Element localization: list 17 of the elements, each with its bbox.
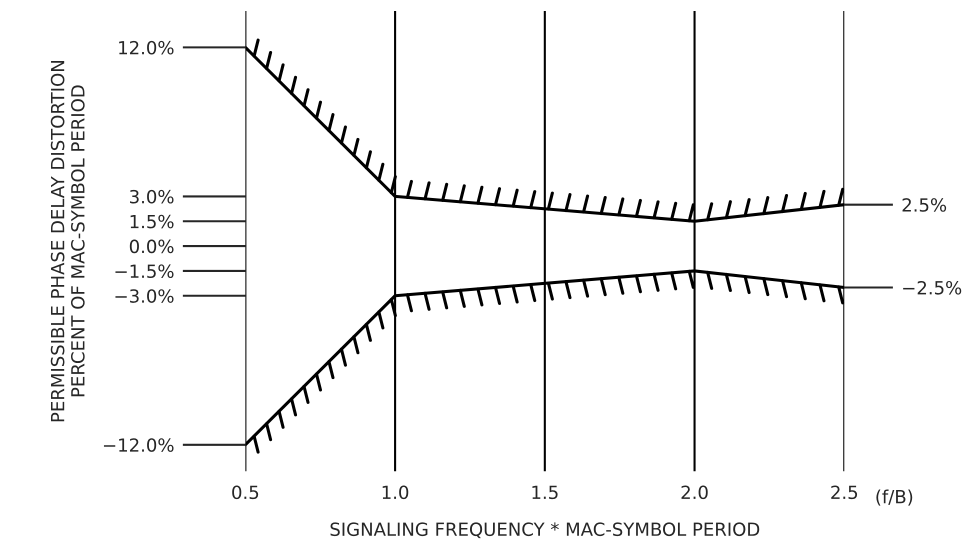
y2-tick-label: −2.5% xyxy=(903,280,962,295)
y-tick-label: −12.0% xyxy=(104,438,174,452)
y-tick-label: −1.5% xyxy=(115,264,174,278)
x-tick-label: 0.5 xyxy=(232,485,258,500)
y-tick-label: 3.0% xyxy=(130,190,174,204)
y-tick-label: 0.0% xyxy=(130,240,174,254)
x-tick-label: 1.0 xyxy=(382,485,408,500)
y-tick-label: 1.5% xyxy=(130,214,174,228)
y-tick-label: 12.0% xyxy=(119,40,174,55)
x-tick-label: 2.0 xyxy=(682,485,708,500)
x-tick-label: 1.5 xyxy=(532,486,558,500)
y2-tick-label: 2.5% xyxy=(902,198,946,212)
x-axis-title: SIGNALING FREQUENCY * MAC-SYMBOL PERIOD xyxy=(330,522,760,538)
text: (f/B) xyxy=(876,490,912,506)
y-tick-label: −3.0% xyxy=(115,289,174,303)
y-axis-title: PERMISSIBLE PHASE DELAY DISTORTION PERCENT OF MAC-SYMBOL PERIOD xyxy=(50,61,85,422)
x-tick-label: 2.5 xyxy=(831,485,858,500)
